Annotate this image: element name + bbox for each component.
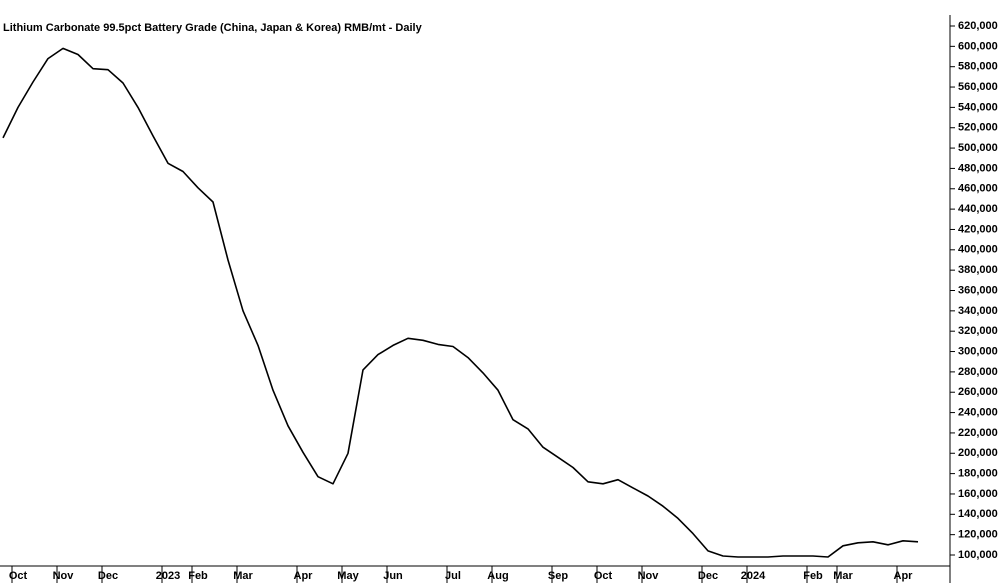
y-tick-label: 520,000 bbox=[958, 122, 998, 134]
y-tick-label: 220,000 bbox=[958, 427, 998, 439]
x-tick-label: Apr bbox=[294, 570, 314, 582]
y-tick-label: 320,000 bbox=[958, 325, 998, 337]
y-tick-label: 420,000 bbox=[958, 223, 998, 235]
y-tick-label: 400,000 bbox=[958, 244, 998, 256]
y-tick-label: 180,000 bbox=[958, 468, 998, 480]
x-tick-label: Sep bbox=[548, 570, 568, 582]
y-tick-label: 560,000 bbox=[958, 81, 998, 93]
y-tick-label: 600,000 bbox=[958, 40, 998, 52]
x-tick-label: Dec bbox=[698, 570, 718, 582]
x-tick-label: 2024 bbox=[741, 570, 766, 582]
x-tick-label: Apr bbox=[894, 570, 914, 582]
x-tick-label: Feb bbox=[188, 570, 208, 582]
y-tick-label: 120,000 bbox=[958, 529, 998, 541]
y-tick-label: 100,000 bbox=[958, 549, 998, 561]
y-tick-label: 140,000 bbox=[958, 508, 998, 520]
y-tick-label: 540,000 bbox=[958, 101, 998, 113]
y-tick-label: 200,000 bbox=[958, 447, 998, 459]
y-tick-label: 480,000 bbox=[958, 162, 998, 174]
x-tick-label: Feb bbox=[803, 570, 823, 582]
x-tick-label: May bbox=[337, 570, 359, 582]
y-tick-label: 580,000 bbox=[958, 61, 998, 73]
y-tick-label: 460,000 bbox=[958, 183, 998, 195]
y-tick-label: 440,000 bbox=[958, 203, 998, 215]
x-tick-label: Nov bbox=[53, 570, 75, 582]
y-tick-label: 240,000 bbox=[958, 406, 998, 418]
x-tick-label: 2023 bbox=[156, 570, 180, 582]
x-tick-label: Jul bbox=[445, 570, 461, 582]
y-tick-label: 300,000 bbox=[958, 345, 998, 357]
y-tick-label: 500,000 bbox=[958, 142, 998, 154]
y-tick-label: 360,000 bbox=[958, 284, 998, 296]
y-tick-label: 280,000 bbox=[958, 366, 998, 378]
y-tick-label: 340,000 bbox=[958, 305, 998, 317]
x-tick-label: Oct bbox=[594, 570, 613, 582]
y-tick-label: 260,000 bbox=[958, 386, 998, 398]
price-line bbox=[2, 47, 919, 558]
x-tick-label: Oct bbox=[9, 570, 28, 582]
chart-title: Lithium Carbonate 99.5pct Battery Grade … bbox=[3, 22, 423, 34]
y-tick-label: 620,000 bbox=[958, 20, 998, 32]
x-tick-label: Dec bbox=[98, 570, 118, 582]
x-tick-label: Jun bbox=[383, 570, 403, 582]
x-tick-label: Nov bbox=[638, 570, 660, 582]
y-tick-label: 160,000 bbox=[958, 488, 998, 500]
x-tick-label: Aug bbox=[487, 570, 508, 582]
x-tick-label: Mar bbox=[833, 570, 853, 582]
x-tick-label: Mar bbox=[233, 570, 253, 582]
y-tick-label: 380,000 bbox=[958, 264, 998, 276]
